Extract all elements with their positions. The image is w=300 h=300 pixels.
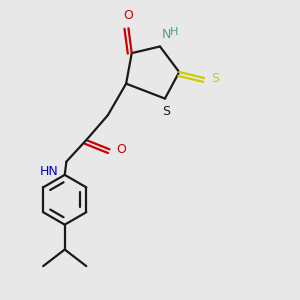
Text: HN: HN [39,165,58,178]
Text: S: S [212,71,219,85]
Text: O: O [116,143,126,156]
Text: O: O [124,9,134,22]
Text: S: S [163,105,171,118]
Text: N: N [162,28,171,40]
Text: H: H [170,26,178,37]
